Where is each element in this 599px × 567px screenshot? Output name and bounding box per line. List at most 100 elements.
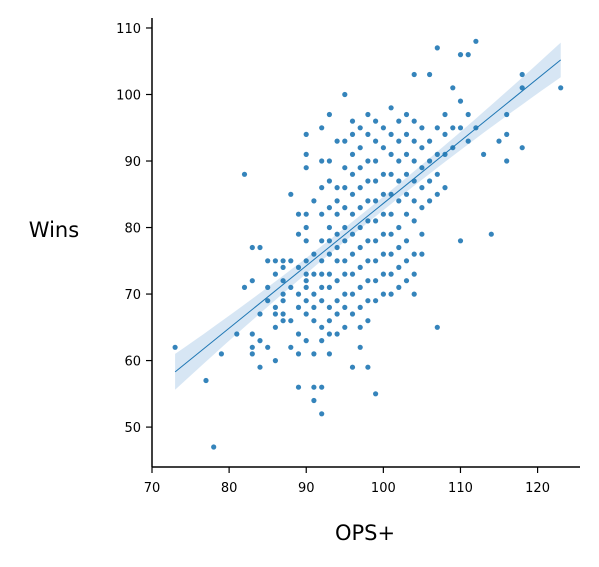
data-point — [349, 131, 356, 137]
data-point — [357, 324, 363, 330]
data-point — [272, 324, 278, 330]
data-point — [380, 145, 386, 151]
data-point — [373, 178, 379, 184]
data-point — [319, 211, 325, 217]
y-tick-label: 50 — [124, 421, 141, 436]
data-point — [411, 218, 417, 224]
x-tick-label: 100 — [371, 481, 396, 496]
data-point — [257, 338, 263, 344]
data-point — [380, 291, 386, 297]
data-point — [334, 298, 340, 304]
data-point — [465, 52, 471, 58]
data-point — [326, 158, 332, 164]
data-point — [396, 244, 402, 251]
data-point — [272, 358, 278, 364]
data-point — [349, 364, 356, 370]
data-point — [257, 364, 263, 370]
data-point — [373, 391, 379, 397]
data-point — [295, 331, 302, 337]
x-tick-label: 80 — [221, 481, 238, 496]
data-point — [326, 224, 332, 231]
regression-line — [174, 59, 562, 373]
x-tick-label: 110 — [448, 481, 473, 496]
data-point — [519, 71, 525, 78]
data-point — [419, 145, 425, 151]
data-point — [326, 205, 332, 211]
data-point — [319, 185, 325, 191]
data-point — [342, 304, 348, 310]
data-point — [388, 131, 394, 137]
data-point — [388, 271, 394, 277]
data-point — [303, 278, 309, 284]
y-tick-label: 90 — [124, 155, 141, 170]
data-point — [396, 284, 402, 290]
data-point — [311, 291, 317, 297]
data-point — [334, 244, 340, 251]
data-point — [295, 264, 302, 270]
y-tick-label: 80 — [124, 222, 141, 237]
data-point — [334, 311, 340, 317]
data-point — [280, 291, 286, 297]
data-point — [288, 191, 294, 197]
data-point — [319, 158, 325, 164]
data-point — [311, 351, 317, 357]
data-point — [411, 271, 417, 277]
data-point — [373, 118, 379, 124]
data-point — [380, 211, 386, 217]
data-point — [396, 158, 402, 164]
data-point — [373, 238, 379, 244]
data-point — [319, 125, 325, 131]
data-point — [311, 251, 317, 257]
data-point — [373, 258, 379, 264]
data-point — [434, 151, 440, 157]
data-point — [349, 151, 356, 157]
data-point — [342, 91, 348, 98]
data-point — [288, 284, 294, 290]
data-point — [319, 298, 325, 304]
data-point — [403, 278, 410, 284]
data-point — [280, 264, 286, 270]
y-axis-title: Wins — [29, 218, 79, 242]
data-point — [303, 284, 309, 290]
data-point — [265, 258, 271, 264]
data-point — [303, 258, 309, 264]
data-point — [280, 318, 286, 324]
data-point — [434, 191, 440, 197]
data-point — [295, 291, 302, 297]
data-point — [419, 165, 425, 171]
data-point — [427, 198, 433, 204]
data-point — [303, 224, 309, 231]
data-point — [434, 45, 440, 51]
data-point — [326, 251, 332, 257]
data-point — [295, 351, 302, 357]
data-point — [411, 118, 417, 124]
data-point — [326, 331, 332, 337]
data-point — [342, 291, 348, 297]
data-point — [172, 344, 178, 350]
data-point — [403, 258, 410, 264]
data-point — [419, 125, 425, 131]
data-point — [342, 185, 348, 191]
data-point — [504, 111, 510, 118]
data-point — [419, 205, 425, 211]
data-point — [349, 291, 356, 297]
data-point — [334, 258, 340, 264]
data-point — [280, 298, 286, 304]
data-point — [403, 131, 410, 137]
data-point — [504, 158, 510, 164]
data-point — [303, 271, 309, 277]
data-point — [373, 218, 379, 224]
data-point — [349, 311, 356, 317]
data-point — [334, 198, 340, 204]
data-point — [411, 71, 417, 78]
data-point — [211, 444, 217, 450]
data-point — [326, 304, 332, 310]
data-point — [303, 151, 309, 157]
data-point — [380, 191, 386, 197]
data-point — [396, 178, 402, 184]
data-point — [380, 231, 386, 237]
data-point — [380, 125, 386, 131]
data-point — [504, 131, 510, 137]
data-point — [357, 244, 363, 251]
